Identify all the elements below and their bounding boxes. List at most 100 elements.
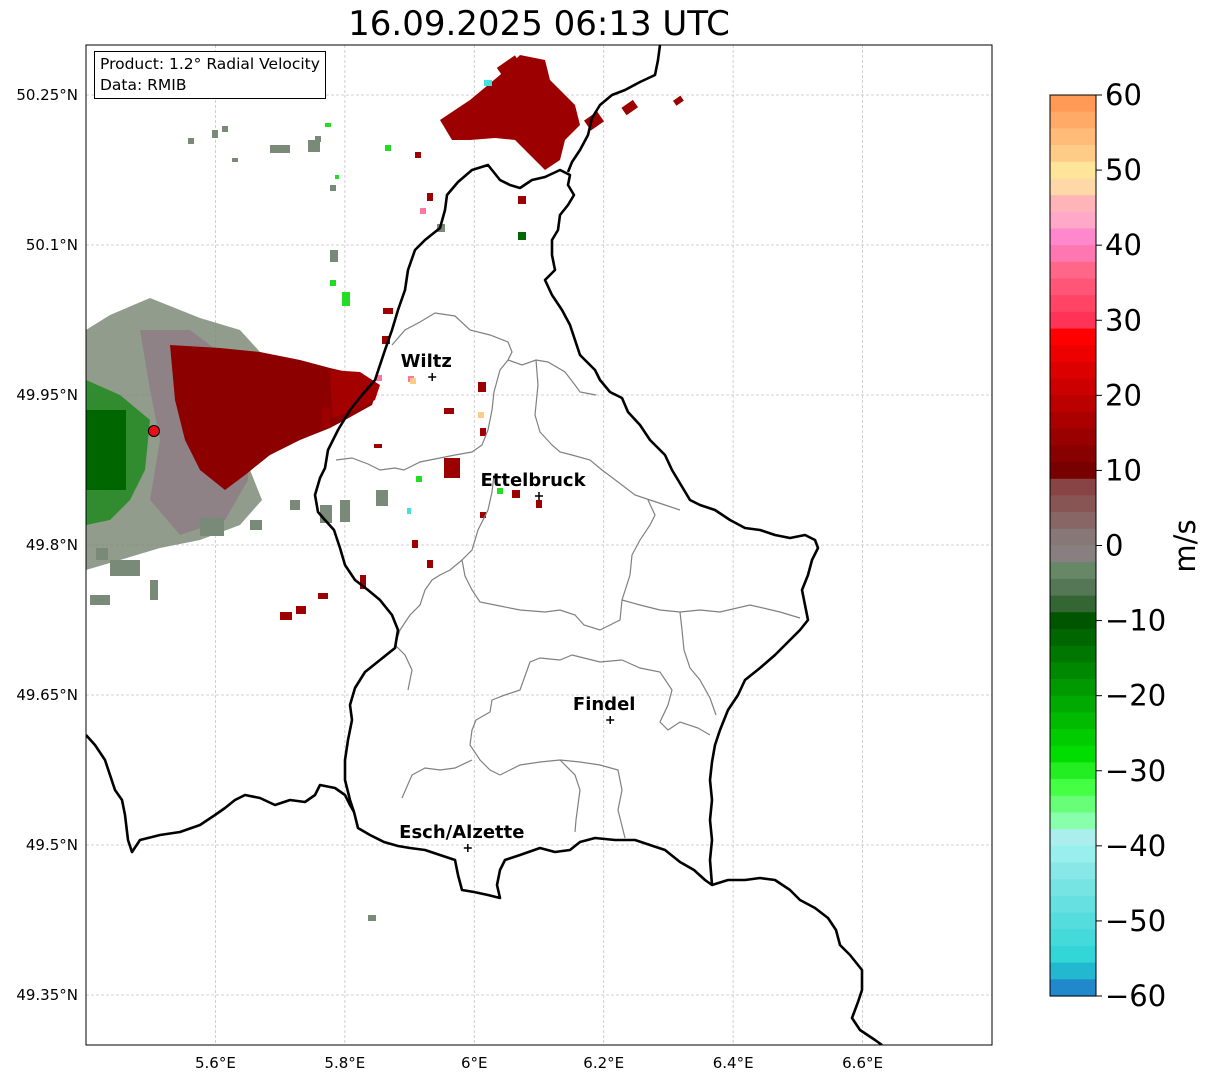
colorbar-band bbox=[1050, 745, 1096, 764]
map-plot-area: Wiltz Ettelbruck Findel Esch/Alzette bbox=[85, 44, 993, 1046]
colorbar-band bbox=[1050, 161, 1096, 180]
colorbar-band bbox=[1050, 295, 1096, 313]
colorbar-band bbox=[1050, 812, 1096, 830]
city-findel: Findel bbox=[573, 694, 636, 724]
colorbar-band bbox=[1050, 695, 1096, 713]
colorbar-band bbox=[1050, 395, 1096, 413]
radar-velocity-echoes bbox=[86, 55, 684, 921]
colorbar-tick-label: −10 bbox=[1105, 604, 1166, 638]
colorbar-band bbox=[1050, 595, 1096, 613]
colorbar-band bbox=[1050, 228, 1096, 246]
colorbar-band bbox=[1050, 445, 1096, 463]
lat-tick-label: 50.1°N bbox=[26, 236, 78, 254]
colorbar-band bbox=[1050, 645, 1096, 663]
colorbar-band bbox=[1050, 478, 1096, 497]
data-source-line: Data: RMIB bbox=[100, 76, 187, 94]
colorbar-band bbox=[1050, 462, 1096, 480]
germany-border bbox=[566, 45, 662, 173]
colorbar-band bbox=[1050, 929, 1096, 947]
lat-tick-label: 49.95°N bbox=[16, 386, 78, 404]
city-label-esch-alzette: Esch/Alzette bbox=[399, 822, 524, 843]
colorbar-band bbox=[1050, 111, 1096, 129]
echo-scattered-orange bbox=[410, 378, 484, 418]
echo-ne-cluster bbox=[440, 55, 580, 170]
colorbar-band bbox=[1050, 795, 1096, 814]
country-borders bbox=[86, 45, 883, 1045]
map-title: 16.09.2025 06:13 UTC bbox=[348, 4, 730, 44]
colorbar-band bbox=[1050, 879, 1096, 897]
lat-tick-label: 49.5°N bbox=[26, 836, 78, 854]
colorbar-tick-label: −40 bbox=[1105, 829, 1166, 863]
lon-tick-label: 5.6°E bbox=[195, 1054, 236, 1072]
colorbar-tick-label: 30 bbox=[1105, 303, 1142, 337]
colorbar-band bbox=[1050, 345, 1096, 363]
colorbar-band bbox=[1050, 378, 1096, 396]
echo-recede-plume bbox=[170, 345, 378, 490]
lat-tick-label: 50.25°N bbox=[16, 86, 78, 104]
product-line: Product: 1.2° Radial Velocity bbox=[100, 55, 320, 73]
latitude-ticks: 50.25°N 50.1°N 49.95°N 49.8°N 49.65°N 49.5°N 4… bbox=[16, 86, 78, 1004]
colorbar-band bbox=[1050, 779, 1096, 797]
city-esch-alzette: Esch/Alzette bbox=[399, 822, 524, 852]
luxembourg-border bbox=[313, 163, 820, 900]
colorbar-band bbox=[1050, 545, 1096, 563]
lon-tick-label: 6.6°E bbox=[842, 1054, 883, 1072]
city-markers: Wiltz Ettelbruck Findel Esch/Alzette bbox=[399, 351, 635, 852]
colorbar-band bbox=[1050, 211, 1096, 230]
echo-scattered-green bbox=[325, 123, 503, 494]
colorbar-band bbox=[1050, 145, 1096, 163]
echo-scattered-red bbox=[280, 55, 684, 620]
colorbar-band bbox=[1050, 945, 1096, 964]
colorbar-band bbox=[1050, 612, 1096, 630]
radar-site-marker bbox=[147, 425, 160, 437]
map-frame bbox=[85, 44, 993, 1046]
lon-tick-label: 6.4°E bbox=[713, 1054, 754, 1072]
colorbar-tick-label: −20 bbox=[1105, 679, 1166, 713]
colorbar-band bbox=[1050, 245, 1096, 263]
colorbar-band bbox=[1050, 428, 1096, 446]
lon-tick-label: 6°E bbox=[461, 1054, 488, 1072]
colorbar-band bbox=[1050, 195, 1096, 213]
colorbar-tick-label: 20 bbox=[1105, 378, 1142, 412]
colorbar-tick-label: 60 bbox=[1105, 78, 1142, 112]
colorbar-band bbox=[1050, 328, 1096, 346]
colorbar-band bbox=[1050, 712, 1096, 730]
colorbar-band bbox=[1050, 178, 1096, 196]
colorbar-band bbox=[1050, 361, 1096, 380]
colorbar-band bbox=[1050, 662, 1096, 680]
lon-tick-label: 5.8°E bbox=[324, 1054, 365, 1072]
colorbar-band bbox=[1050, 962, 1096, 980]
city-label-wiltz: Wiltz bbox=[401, 351, 452, 372]
colorbar-band bbox=[1050, 628, 1096, 647]
colorbar-band bbox=[1050, 578, 1096, 597]
colorbar-band bbox=[1050, 311, 1096, 330]
colorbar-tick-label: 50 bbox=[1105, 153, 1142, 187]
city-label-findel: Findel bbox=[573, 694, 636, 715]
colorbar-bands bbox=[1050, 95, 1096, 997]
colorbar-band bbox=[1050, 128, 1096, 146]
france-germany-border bbox=[711, 876, 883, 1045]
colorbar-tick-label: 0 bbox=[1105, 529, 1123, 563]
colorbar-band bbox=[1050, 278, 1096, 296]
colorbar-tick-label: −30 bbox=[1105, 754, 1166, 788]
colorbar-band bbox=[1050, 678, 1096, 697]
city-ettelbruck: Ettelbruck bbox=[480, 470, 587, 500]
colorbar-band bbox=[1050, 495, 1096, 513]
colorbar-band bbox=[1050, 912, 1096, 930]
lat-tick-label: 49.65°N bbox=[16, 686, 78, 704]
lat-tick-label: 49.35°N bbox=[16, 986, 78, 1004]
colorbar-band bbox=[1050, 261, 1096, 280]
product-info-box: Product: 1.2° Radial Velocity Data: RMIB bbox=[94, 51, 326, 99]
echo-scattered-cyan bbox=[407, 80, 492, 514]
colorbar-band bbox=[1050, 412, 1096, 430]
colorbar-band bbox=[1050, 862, 1096, 880]
colorbar-band bbox=[1050, 562, 1096, 580]
colorbar-band bbox=[1050, 762, 1096, 780]
colorbar-band bbox=[1050, 528, 1096, 547]
colorbar-band bbox=[1050, 729, 1096, 747]
colorbar-ticks: 60 50 40 30 20 10 0 −10 −20 −30 −40 −50 −60 bbox=[1096, 78, 1166, 1013]
echo-scattered-clutter bbox=[90, 126, 445, 921]
colorbar-band bbox=[1050, 829, 1096, 847]
colorbar-band bbox=[1050, 979, 1096, 997]
